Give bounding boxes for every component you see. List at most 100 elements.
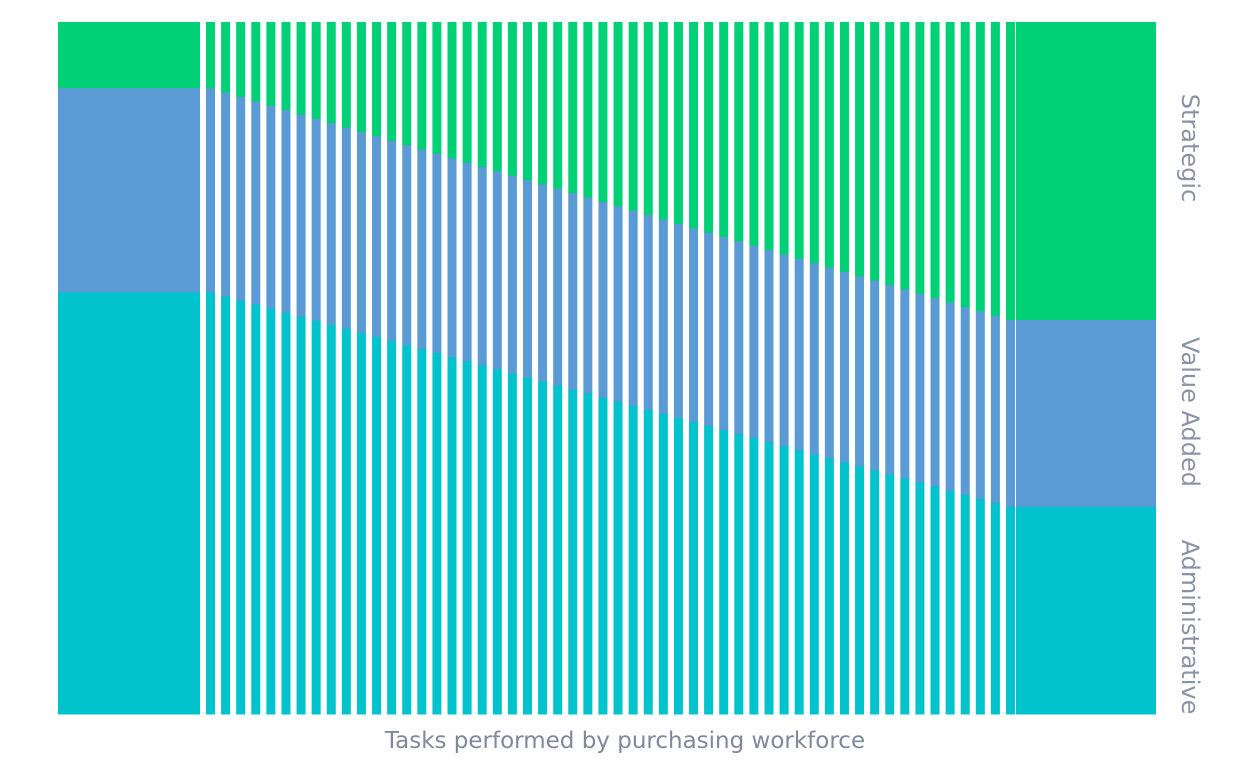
transition-bar-23-administrative-segment: [538, 380, 548, 715]
x-axis-label: Tasks performed by purchasing workforce: [384, 728, 866, 754]
transition-bar-52-strategic-segment: [975, 22, 985, 312]
transition-bar-10-strategic-segment: [341, 22, 351, 128]
transition-bar-17-value-added-segment: [447, 157, 457, 358]
transition-bar-18-value-added-segment: [462, 162, 472, 362]
transition-bar-3-value-added-segment: [236, 96, 246, 301]
transition-bar-51-value-added-segment: [960, 306, 970, 495]
transition-bar-49-value-added-segment: [930, 297, 940, 487]
current-bar-administrative-segment: [58, 291, 200, 715]
transition-bar-5-value-added-segment: [266, 105, 276, 309]
transition-bar-40-value-added-segment: [794, 258, 804, 451]
transition-bar-7-strategic-segment: [296, 22, 306, 115]
transition-bar-47-administrative-segment: [900, 478, 910, 715]
transition-bar-26-strategic-segment: [583, 22, 593, 198]
transition-bar-41-strategic-segment: [809, 22, 819, 264]
transition-bar-49-strategic-segment: [930, 22, 940, 299]
transition-bar-48-strategic-segment: [915, 22, 925, 294]
transition-bar-13-value-added-segment: [387, 140, 397, 341]
transition-bar-13-strategic-segment: [387, 22, 397, 141]
transition-bar-29-value-added-segment: [628, 210, 638, 406]
transition-bar-15-administrative-segment: [417, 348, 427, 715]
transition-bar-35-value-added-segment: [719, 236, 729, 430]
transition-bar-53-value-added-segment: [990, 315, 1000, 503]
transition-bar-54-strategic-segment: [1006, 22, 1015, 321]
transition-bar-17-strategic-segment: [447, 22, 457, 159]
transition-bar-38-administrative-segment: [764, 441, 774, 715]
transition-bar-20-strategic-segment: [492, 22, 502, 172]
transition-bar-11-value-added-segment: [356, 131, 366, 333]
transition-bar-27-administrative-segment: [598, 397, 608, 715]
transition-bar-21-value-added-segment: [507, 175, 517, 374]
transition-bar-51-strategic-segment: [960, 22, 970, 307]
transition-bar-2-administrative-segment: [221, 295, 231, 715]
transition-bar-3-strategic-segment: [236, 22, 246, 97]
transition-bar-48-value-added-segment: [915, 293, 925, 483]
transition-bar-6-strategic-segment: [281, 22, 291, 111]
transition-bar-30-administrative-segment: [643, 409, 653, 715]
transition-bar-54-value-added-segment: [1006, 319, 1015, 507]
transition-bar-31-strategic-segment: [658, 22, 668, 220]
transition-bar-5-strategic-segment: [266, 22, 276, 106]
transition-bar-25-value-added-segment: [568, 192, 578, 390]
transition-bar-34-strategic-segment: [704, 22, 714, 233]
transition-bar-46-strategic-segment: [885, 22, 895, 286]
transition-bar-6-administrative-segment: [281, 312, 291, 715]
transition-bar-19-value-added-segment: [477, 166, 487, 366]
transition-bar-46-administrative-segment: [885, 474, 895, 715]
transition-bar-35-strategic-segment: [719, 22, 729, 237]
transition-bar-10-administrative-segment: [341, 328, 351, 715]
transition-bar-44-strategic-segment: [855, 22, 865, 277]
transition-bar-28-value-added-segment: [613, 205, 623, 402]
transition-bar-42-value-added-segment: [824, 267, 834, 459]
current-bar-value-added-segment: [58, 87, 200, 293]
transition-bar-45-strategic-segment: [870, 22, 880, 281]
transition-bar-28-administrative-segment: [613, 401, 623, 715]
transition-bar-34-value-added-segment: [704, 232, 714, 426]
transition-bar-24-strategic-segment: [553, 22, 563, 189]
transition-bar-3-administrative-segment: [236, 299, 246, 715]
transition-bar-47-strategic-segment: [900, 22, 910, 290]
transition-bar-16-value-added-segment: [432, 153, 442, 354]
transition-bar-49-administrative-segment: [930, 486, 940, 715]
transition-bar-33-strategic-segment: [689, 22, 699, 229]
transition-bar-45-administrative-segment: [870, 469, 880, 715]
transition-bar-53-strategic-segment: [990, 22, 1000, 316]
transition-bar-41-value-added-segment: [809, 262, 819, 455]
transition-bar-30-strategic-segment: [643, 22, 653, 216]
transition-bar-1-strategic-segment: [206, 22, 215, 89]
transition-bar-15-value-added-segment: [417, 148, 427, 350]
transition-bar-37-strategic-segment: [749, 22, 759, 246]
transition-bar-19-strategic-segment: [477, 22, 487, 167]
transition-bar-43-administrative-segment: [839, 461, 849, 715]
transition-bar-30-value-added-segment: [643, 214, 653, 410]
transition-bar-1-value-added-segment: [206, 87, 215, 293]
transition-bar-8-administrative-segment: [311, 320, 321, 715]
transition-bar-18-administrative-segment: [462, 360, 472, 715]
transition-bar-40-administrative-segment: [794, 449, 804, 715]
transition-bar-38-value-added-segment: [764, 249, 774, 443]
transition-bar-14-administrative-segment: [402, 344, 412, 715]
transition-bar-21-strategic-segment: [507, 22, 517, 176]
transition-bar-39-strategic-segment: [779, 22, 789, 255]
transition-bar-2-value-added-segment: [221, 92, 231, 297]
transition-bar-43-value-added-segment: [839, 271, 849, 463]
transition-bar-5-administrative-segment: [266, 308, 276, 715]
transition-bar-2-strategic-segment: [221, 22, 231, 93]
transition-bar-50-administrative-segment: [945, 490, 955, 715]
transition-bar-36-strategic-segment: [734, 22, 744, 242]
label-strategic: Strategic: [1176, 94, 1204, 203]
transition-bar-22-administrative-segment: [522, 376, 532, 715]
transition-bar-31-value-added-segment: [658, 218, 668, 414]
transition-bar-16-administrative-segment: [432, 352, 442, 715]
transition-bar-7-administrative-segment: [296, 316, 306, 715]
transition-bar-32-administrative-segment: [673, 417, 683, 715]
transition-bar-22-value-added-segment: [522, 179, 532, 378]
transition-bar-6-value-added-segment: [281, 109, 291, 313]
transition-bar-23-value-added-segment: [538, 183, 548, 382]
future-bar-value-added-segment: [1016, 319, 1156, 507]
transition-bar-25-strategic-segment: [568, 22, 578, 194]
transition-bar-29-administrative-segment: [628, 405, 638, 715]
transition-bar-44-administrative-segment: [855, 465, 865, 715]
transition-bar-41-administrative-segment: [809, 453, 819, 715]
